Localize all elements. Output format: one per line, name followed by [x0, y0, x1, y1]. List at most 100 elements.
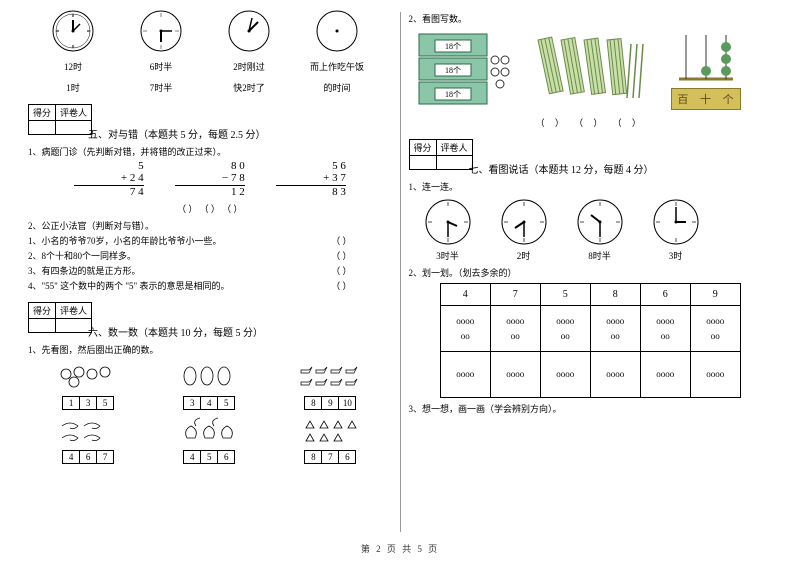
table-cell: oooooo: [540, 306, 590, 352]
count-item: 456: [175, 416, 245, 464]
clock-label-2: 1时: [38, 81, 108, 94]
clock-item: 而上作吃午饭 的时间: [302, 8, 372, 94]
table-cell: oooooo: [640, 306, 690, 352]
clock-icon: [138, 8, 184, 54]
clock-icon: [423, 197, 473, 247]
table-head: 6: [640, 284, 690, 306]
right-column: 2、看图写数。 18个 18个 18个: [401, 8, 781, 540]
clock-label-2: 7时半: [126, 81, 196, 94]
table-cell: oooooo: [490, 306, 540, 352]
score-h: 得分: [29, 105, 56, 121]
clock-item: 2时: [493, 197, 555, 262]
bundles-icon: [533, 30, 653, 110]
boxes-icon: 18个 18个 18个: [415, 30, 515, 110]
count-item: 135: [54, 362, 124, 410]
abacus-labels: 百十个: [671, 88, 741, 110]
clock-item: 2时刚过 快2时了: [214, 8, 284, 94]
abacus-icon: [671, 27, 741, 85]
numbox-row: 467: [54, 450, 124, 464]
math-problem: 5+ 2 47 4: [74, 160, 144, 198]
clock-item: 8时半: [569, 197, 631, 262]
table-cell: oooo: [590, 352, 640, 398]
score-box: 得分评卷人: [28, 104, 92, 135]
count-item: 345: [175, 362, 245, 410]
clock-time: 3时: [645, 249, 707, 262]
clock-icon: [226, 8, 272, 54]
count-row: 135 345 8910: [28, 362, 392, 410]
clock-row: 12时 1时 6时半 7时半 2时刚过 快2时了 而上作吃午饭 的时间: [38, 8, 392, 94]
math-row: 5+ 2 47 4 8 0− 7 81 2 5 6+ 3 78 3: [58, 160, 362, 198]
q-text: 2、划一划。（划去多余的）: [409, 266, 773, 279]
leaves-icon: [175, 362, 245, 390]
garlic-icon: [175, 416, 245, 444]
count-item: 876: [296, 416, 366, 464]
score-h: 评卷人: [56, 105, 92, 121]
clock-time: 3时半: [417, 249, 479, 262]
clock-time: 2时: [493, 249, 555, 262]
table-head: 8: [590, 284, 640, 306]
table-cell: oooo: [540, 352, 590, 398]
table-head: 7: [490, 284, 540, 306]
clock-label-2: 的时间: [302, 81, 372, 94]
count-item: 8910: [296, 362, 366, 410]
table-cell: oooo: [640, 352, 690, 398]
table-head: 4: [440, 284, 490, 306]
left-column: 12时 1时 6时半 7时半 2时刚过 快2时了 而上作吃午饭 的时间 得分评卷…: [20, 8, 400, 540]
table-head: 9: [690, 284, 740, 306]
judge-row: 1、小名的爷爷70岁，小名的年龄比爷爷小一些。（ ）: [28, 234, 392, 247]
fish-icon: [296, 362, 366, 390]
paren-row: （ ） （ ） （ ）: [28, 202, 392, 215]
page: 12时 1时 6时半 7时半 2时刚过 快2时了 而上作吃午饭 的时间 得分评卷…: [0, 0, 800, 540]
clock-icon: [50, 8, 96, 54]
clock-icon: [575, 197, 625, 247]
q-text: 2、公正小法官（判断对与错）。: [28, 219, 392, 232]
svg-text:18个: 18个: [445, 42, 461, 51]
numbox-row: 8910: [296, 396, 366, 410]
clock-row: 3时半 2时 8时半 3时: [417, 197, 773, 262]
table-cell: oooooo: [690, 306, 740, 352]
table-cell: oooo: [440, 352, 490, 398]
clock-time: 8时半: [569, 249, 631, 262]
numbox-row: 456: [175, 450, 245, 464]
clock-item: 3时: [645, 197, 707, 262]
picture-row: 18个 18个 18个: [415, 27, 773, 110]
numbox-row: 876: [296, 450, 366, 464]
table-cell: oooooo: [440, 306, 490, 352]
clock-icon: [314, 8, 360, 54]
table-cell: oooo: [490, 352, 540, 398]
numbox-row: 345: [175, 396, 245, 410]
judge-row: 4、"55" 这个数中的两个 "5" 表示的意思是相同的。（ ）: [28, 279, 392, 292]
section-6-title: 六、数一数（本题共 10 分，每题 5 分）: [88, 324, 392, 339]
count-item: 467: [54, 416, 124, 464]
math-problem: 5 6+ 3 78 3: [276, 160, 346, 198]
numbox-row: 135: [54, 396, 124, 410]
paren-row: （ ） （ ） （ ）: [409, 116, 773, 129]
clock-item: 6时半 7时半: [126, 8, 196, 94]
clock-icon: [651, 197, 701, 247]
table-head: 5: [540, 284, 590, 306]
math-problem: 8 0− 7 81 2: [175, 160, 245, 198]
clock-item: 12时 1时: [38, 8, 108, 94]
svg-text:18个: 18个: [445, 90, 461, 99]
judge-row: 2、8个十和80个一同样多。（ ）: [28, 249, 392, 262]
clock-label-1: 6时半: [126, 60, 196, 73]
table-cell: oooooo: [590, 306, 640, 352]
clock-label-1: 而上作吃午饭: [302, 60, 372, 73]
count-row: 467 456 876: [28, 416, 392, 464]
clock-icon: [499, 197, 549, 247]
section-5-title: 五、对与错（本题共 5 分，每题 2.5 分）: [88, 126, 392, 141]
q-text: 3、想一想，画一画（学会辨别方向）。: [409, 402, 773, 415]
q-text: 1、先看图，然后圈出正确的数。: [28, 343, 392, 356]
q-text: 1、病题门诊（先判断对错，并将错的改正过来）。: [28, 145, 392, 158]
table-cell: oooo: [690, 352, 740, 398]
flowers-icon: [54, 362, 124, 390]
svg-text:18个: 18个: [445, 66, 461, 75]
clock-label-2: 快2时了: [214, 81, 284, 94]
shrimp-icon: [54, 416, 124, 444]
q-text: 2、看图写数。: [409, 12, 773, 25]
q-text: 1、连一连。: [409, 180, 773, 193]
score-box: 得分评卷人: [28, 302, 92, 333]
abacus: 百十个: [671, 27, 741, 110]
page-footer: 第 2 页 共 5 页: [0, 540, 800, 555]
grid-table: 4 7 5 8 6 9 oooooo oooooo oooooo oooooo …: [440, 283, 741, 398]
